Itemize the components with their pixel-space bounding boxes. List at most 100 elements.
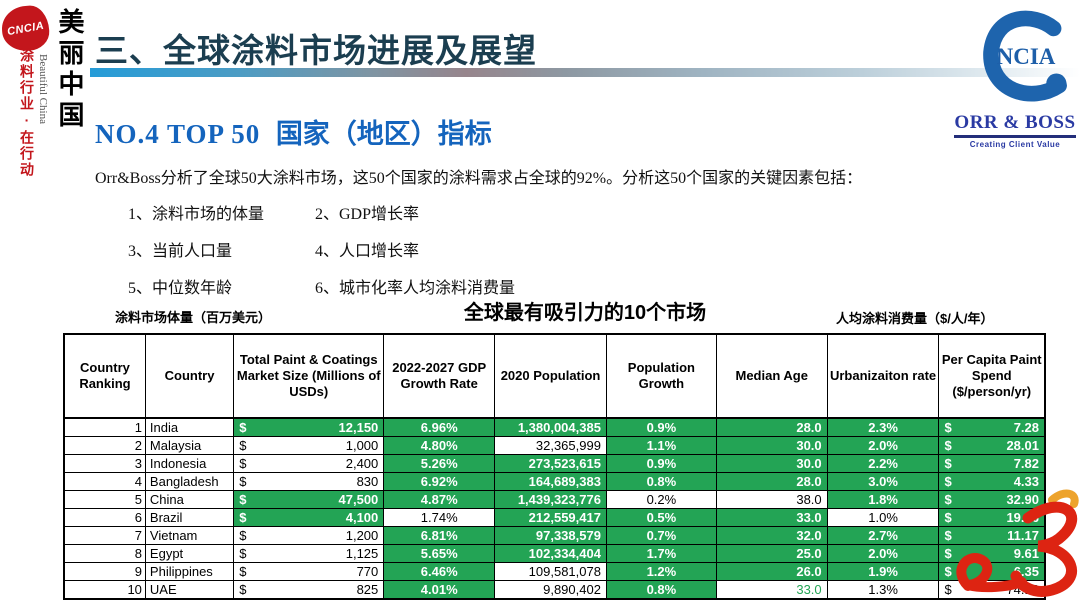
table-cell: 4 <box>63 472 146 491</box>
table-cell: Brazil <box>144 508 235 527</box>
per-capita-note: 人均涂料消费量（$/人/年） <box>836 311 994 326</box>
top10-markets-table: Country Ranking Country Total Paint & Co… <box>63 333 1046 600</box>
cncia-seal-label: CNCIA <box>6 19 45 38</box>
ncia-c-icon <box>983 10 1067 102</box>
column-header: 2020 Population <box>494 333 607 419</box>
table-cell: 1.8% <box>826 490 940 509</box>
table-cell: $1,200 <box>233 526 385 545</box>
table-cell: 6.92% <box>383 472 496 491</box>
factor-item: 5、中位数年龄 <box>128 280 233 297</box>
table-cell: 30.0 <box>715 436 828 455</box>
ncia-logo: NCIA <box>980 8 1072 104</box>
table-cell: 6.46% <box>383 562 496 581</box>
intro-paragraph: Orr&Boss分析了全球50大涂料市场，这50个国家的涂料需求占全球的92%。… <box>95 170 863 187</box>
table-cell: 30.0 <box>715 454 828 473</box>
table-cell: 4.80% <box>383 436 496 455</box>
table-cell: 1,439,323,776 <box>494 490 607 509</box>
orrboss-logo: ORR & BOSS Creating Client Value <box>950 112 1080 149</box>
column-header: Median Age <box>715 333 828 419</box>
table-cell: $770 <box>233 562 385 581</box>
table-cell: 33.0 <box>715 580 828 600</box>
table-cell: $74.12 <box>938 580 1046 600</box>
table-cell: 25.0 <box>715 544 828 563</box>
table-cell: 0.8% <box>605 580 717 600</box>
factor-list: 1、涂料市场的体量 2、GDP增长率 3、当前人口量 4、人口增长率 5、中位数… <box>128 200 515 298</box>
table-cell: 1.0% <box>826 508 940 527</box>
section-number: NO.4 TOP 50 <box>95 119 261 149</box>
table-cell: 2.2% <box>826 454 940 473</box>
factor-item: 6、城市化率人均涂料消费量 <box>315 280 516 297</box>
table-cell: 28.0 <box>715 472 828 491</box>
table-cell: $1,125 <box>233 544 385 563</box>
table-row: 9 Philippines $770 6.46% 109,581,078 1.2% 26.0… <box>63 562 1046 581</box>
table-cell: $12,150 <box>233 417 385 437</box>
table-cell: 9 <box>63 562 146 581</box>
table-cell: 0.7% <box>605 526 717 545</box>
table-cell: 212,559,417 <box>494 508 607 527</box>
column-header: Urbanizaiton rate <box>826 333 940 419</box>
column-header: 2022-2027 GDP Growth Rate <box>383 333 496 419</box>
factor-item: 3、当前人口量 <box>128 243 233 260</box>
table-cell: 1.9% <box>826 562 940 581</box>
table-cell: 1,380,004,385 <box>494 417 607 437</box>
column-header: Population Growth <box>605 333 717 419</box>
table-cell: $7.82 <box>938 454 1046 473</box>
table-cell: 2.0% <box>826 436 940 455</box>
table-cell: 8 <box>63 544 146 563</box>
table-cell: 97,338,579 <box>494 526 607 545</box>
table-cell: 38.0 <box>715 490 828 509</box>
table-cell: 32.0 <box>715 526 828 545</box>
table-cell: Malaysia <box>144 436 235 455</box>
table-row: 5 China $47,500 4.87% 1,439,323,776 0.2% 38.0 1… <box>63 490 1046 509</box>
table-cell: 26.0 <box>715 562 828 581</box>
table-cell: $825 <box>233 580 385 600</box>
table-cell: 102,334,404 <box>494 544 607 563</box>
table-row: 10 UAE $825 4.01% 9,890,402 0.8% 33.0 1.3% $74.1… <box>63 580 1046 600</box>
table-cell: 1 <box>63 417 146 437</box>
section-heading: NO.4 TOP 50 国家（地区）指标 <box>95 112 492 151</box>
section-title: 国家（地区）指标 <box>275 119 492 149</box>
orrboss-tagline: Creating Client Value <box>969 140 1061 149</box>
table-cell: $1,000 <box>233 436 385 455</box>
table-cell: 5.26% <box>383 454 496 473</box>
table-cell: 5.65% <box>383 544 496 563</box>
table-cell: $4,100 <box>233 508 385 527</box>
table-cell: $32.90 <box>938 490 1046 509</box>
column-header: Country Ranking <box>63 333 146 419</box>
vertical-slogan: 涂料行业·在行动 <box>19 48 35 178</box>
table-cell: 164,689,383 <box>494 472 607 491</box>
table-title: 全球最有吸引力的10个市场 <box>463 302 707 324</box>
table-row: 4 Bangladesh $830 6.92% 164,689,383 0.8% 28.0 3… <box>63 472 1046 491</box>
table-cell: 1.7% <box>605 544 717 563</box>
table-cell: 33.0 <box>715 508 828 527</box>
table-cell: Bangladesh <box>144 472 235 491</box>
table-cell: 0.5% <box>605 508 717 527</box>
table-row: 1 India $12,150 6.96% 1,380,004,385 0.9% 28.0 2… <box>63 417 1046 437</box>
table-row: 2 Malaysia $1,000 4.80% 32,365,999 1.1% 30.0 2.… <box>63 436 1046 455</box>
table-cell: 0.9% <box>605 417 717 437</box>
table-cell: 3 <box>63 454 146 473</box>
table-row: 6 Brazil $4,100 1.74% 212,559,417 0.5% 33.0 1.0… <box>63 508 1046 527</box>
table-cell: 0.9% <box>605 454 717 473</box>
table-cell: 5 <box>63 490 146 509</box>
factor-item: 1、涂料市场的体量 <box>128 206 265 223</box>
table-cell: 28.0 <box>715 417 828 437</box>
cncia-seal-icon: CNCIA <box>0 4 51 53</box>
table-row: 3 Indonesia $2,400 5.26% 273,523,615 0.9% 30.0… <box>63 454 1046 473</box>
vertical-title: 美丽中国 <box>55 8 85 132</box>
table-cell: $2,400 <box>233 454 385 473</box>
column-header: Total Paint & Coatings Market Size (Mill… <box>233 333 385 419</box>
column-header: Per Capita Paint Spend ($/person/yr) <box>938 333 1046 419</box>
table-cell: UAE <box>144 580 235 600</box>
table-cell: Egypt <box>144 544 235 563</box>
table-cell: 4.01% <box>383 580 496 600</box>
table-cell: India <box>144 417 235 437</box>
table-cell: 1.74% <box>383 508 496 527</box>
table-header-row: Country Ranking Country Total Paint & Co… <box>63 333 1046 419</box>
table-cell: $6.35 <box>938 562 1046 581</box>
table-cell: 9,890,402 <box>494 580 607 600</box>
table-cell: 0.8% <box>605 472 717 491</box>
table-cell: 7 <box>63 526 146 545</box>
table-cell: $830 <box>233 472 385 491</box>
